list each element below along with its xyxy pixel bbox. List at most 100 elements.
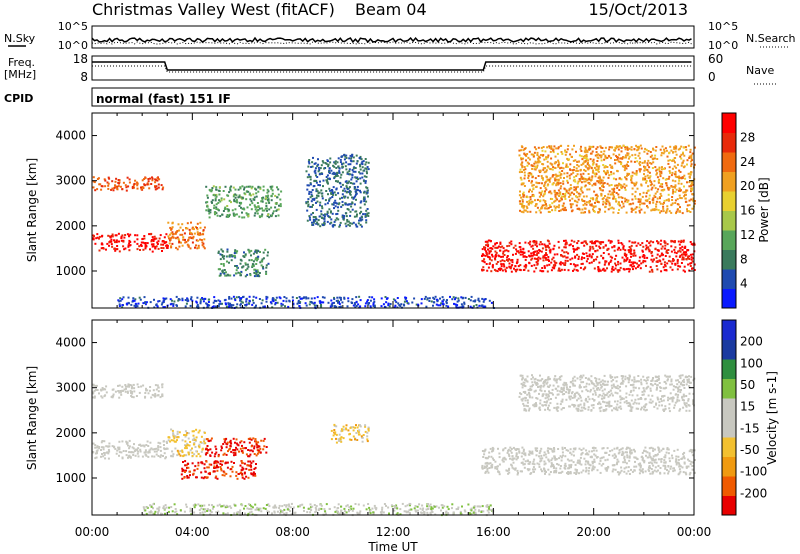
power-cell (598, 154, 601, 157)
power-cell (671, 171, 674, 174)
power-cell (571, 156, 573, 158)
power-cell (551, 258, 554, 261)
power-cell (531, 176, 534, 179)
velocity-cell (214, 453, 217, 455)
velocity-cell (197, 431, 200, 434)
power-cell (318, 173, 321, 176)
power-cell (269, 301, 272, 304)
power-cell (657, 249, 660, 252)
velocity-cell (222, 453, 225, 456)
power-cell (633, 172, 636, 175)
power-cell (588, 211, 591, 214)
power-cell (315, 201, 317, 204)
power-cell (659, 173, 662, 176)
power-cell (679, 189, 682, 192)
power-cell (478, 304, 481, 307)
power-cell (644, 166, 647, 169)
power-cell (329, 157, 332, 160)
power-cell (674, 180, 677, 183)
velocity-cell (532, 466, 535, 469)
power-cell (629, 252, 632, 255)
power-cell (530, 173, 533, 176)
power-cell (352, 304, 355, 307)
power-cell (603, 263, 606, 266)
power-cell (333, 224, 336, 227)
power-cell (453, 302, 455, 305)
power-cell (521, 165, 524, 168)
velocity-cell (653, 461, 656, 464)
power-cell (617, 156, 619, 159)
power-cell (636, 160, 639, 163)
power-cell (266, 254, 269, 257)
power-cell (530, 181, 533, 184)
power-cell (670, 174, 673, 177)
velocity-cell (145, 389, 148, 392)
power-cell (597, 267, 600, 270)
power-cell (247, 213, 250, 216)
power-cell (265, 300, 268, 303)
power-cell (665, 251, 668, 254)
power-cell (619, 262, 622, 265)
power-cell (684, 177, 687, 180)
power-cell (340, 185, 343, 188)
power-cell (688, 199, 691, 202)
power-cell (591, 240, 594, 243)
power-cell (500, 267, 503, 270)
power-cell (533, 151, 536, 154)
power-cell (344, 203, 347, 206)
power-cell (310, 193, 313, 196)
power-cell (494, 250, 497, 253)
power-cell (639, 200, 642, 203)
velocity-cell (115, 452, 118, 455)
power-cell (239, 304, 242, 307)
power-cell (490, 270, 493, 273)
velocity-cell (569, 471, 572, 473)
power-cell (552, 248, 555, 251)
power-cell (132, 297, 135, 300)
power-cell (320, 305, 323, 308)
power-cell (171, 226, 174, 229)
power-cell (669, 159, 672, 162)
power-cell (614, 147, 617, 150)
power-cell (345, 185, 348, 188)
power-cell (228, 191, 231, 194)
power-cell (685, 200, 688, 203)
power-cell (329, 189, 332, 192)
power-cell (246, 206, 249, 209)
velocity-cell (200, 471, 203, 474)
power-cell (198, 234, 201, 236)
power-cell (313, 197, 316, 200)
power-cell (488, 258, 491, 261)
power-cell (594, 154, 597, 157)
power-cell (436, 298, 438, 301)
velocity-cell (248, 441, 251, 444)
power-cell (623, 183, 626, 186)
power-cell (321, 216, 324, 219)
power-cell (319, 225, 322, 228)
velocity-cell (130, 384, 133, 387)
power-cell (331, 203, 334, 206)
power-cell (590, 255, 593, 258)
power-cell (275, 203, 278, 205)
velocity-cell (187, 451, 190, 454)
power-cell (540, 206, 543, 209)
power-cell (636, 265, 639, 268)
power-cell (523, 177, 526, 180)
velocity-cell (243, 441, 246, 444)
power-cell (245, 212, 248, 215)
velocity-cell (102, 455, 105, 458)
power-cell (682, 159, 685, 162)
power-cell (519, 176, 522, 179)
power-cell (339, 158, 342, 161)
power-cell (296, 302, 299, 305)
velocity-cell (207, 439, 210, 442)
power-cell (532, 195, 535, 198)
velocity-cell (203, 476, 206, 479)
power-cell (561, 262, 564, 265)
velocity-cell (225, 461, 228, 464)
power-cell (562, 255, 565, 258)
power-cell (542, 195, 545, 198)
power-cell (533, 270, 536, 273)
velocity-cell (159, 442, 162, 445)
velocity-cell (153, 455, 156, 458)
